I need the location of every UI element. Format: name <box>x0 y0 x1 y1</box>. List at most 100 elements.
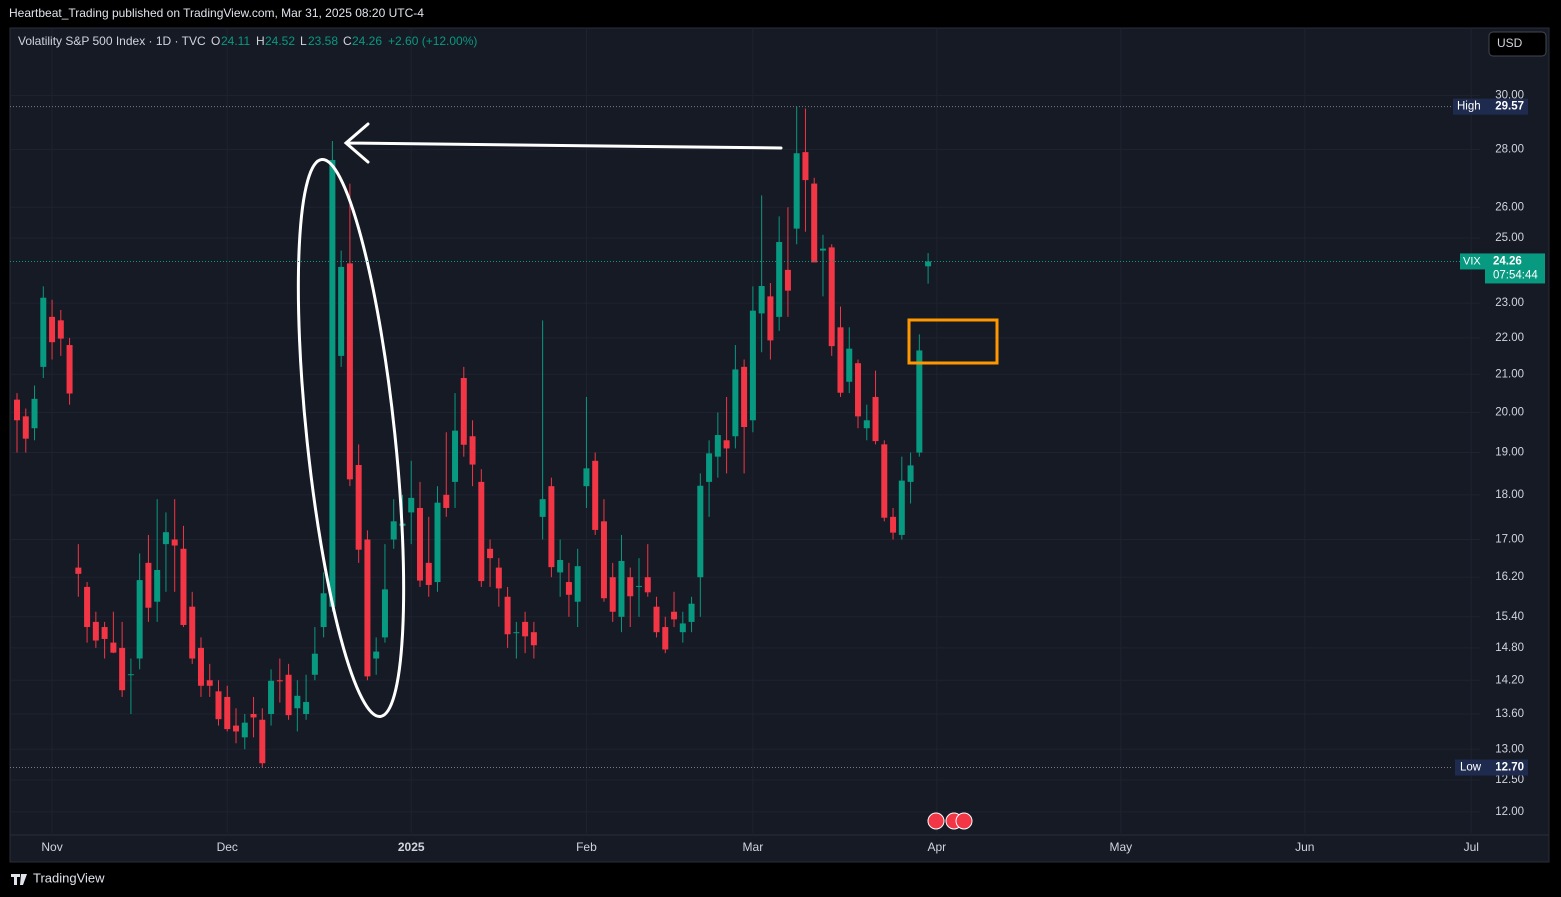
candle-body <box>136 580 143 659</box>
candle-body <box>557 560 564 573</box>
grid <box>10 28 1480 833</box>
legend-close: 24.26 <box>352 34 382 48</box>
candle-body <box>154 569 161 602</box>
candle-body <box>355 464 362 550</box>
candle-body <box>784 269 791 291</box>
candle-body <box>101 627 108 639</box>
y-tick-label: 13.60 <box>1495 708 1524 720</box>
candle-body <box>452 430 459 482</box>
y-tick-label: 20.00 <box>1495 406 1524 418</box>
symbol-label: VIX <box>1463 255 1481 267</box>
y-tick-label: 21.00 <box>1495 368 1524 380</box>
candle-body <box>390 521 397 540</box>
candle-body <box>758 285 765 314</box>
candle-body <box>706 453 713 482</box>
candle-body <box>75 567 82 574</box>
legend-c: C <box>343 34 352 48</box>
candle-body <box>416 507 423 581</box>
candle-body <box>49 316 56 343</box>
candle-body <box>749 310 756 421</box>
candle-body <box>767 296 774 341</box>
candle-body <box>329 160 336 607</box>
x-tick-label: 2025 <box>398 840 425 854</box>
candle-body <box>66 345 73 394</box>
event-icon <box>955 812 973 830</box>
candle-body <box>898 480 905 535</box>
candle-body <box>127 674 134 676</box>
legend-o: O <box>211 34 220 48</box>
candle-body <box>522 621 529 637</box>
candle-body <box>627 577 634 597</box>
legend-title: Volatility S&P 500 Index · 1D · TVC <box>18 34 206 48</box>
candle-body <box>364 539 371 677</box>
candles <box>14 106 932 768</box>
x-tick-label: Dec <box>217 840 238 854</box>
candle-body <box>583 468 590 487</box>
candle-body <box>338 266 345 356</box>
candle-body <box>679 623 686 633</box>
y-tick-label: 28.00 <box>1495 143 1524 155</box>
candle-body <box>215 691 222 720</box>
candle-body <box>592 460 599 530</box>
y-tick-label: 23.00 <box>1495 297 1524 309</box>
high-label: High <box>1457 101 1481 113</box>
y-tick-label: 25.00 <box>1495 232 1524 244</box>
y-tick-label: 18.00 <box>1495 489 1524 501</box>
ellipse-annotation <box>296 157 406 719</box>
candle-body <box>863 420 870 429</box>
candle-body <box>697 485 704 578</box>
y-tick-label: 17.00 <box>1495 534 1524 546</box>
candle-body <box>22 416 29 439</box>
candle-body <box>609 577 616 612</box>
candle-body <box>565 582 572 595</box>
y-tick-label: 15.40 <box>1495 611 1524 623</box>
candle-body <box>837 327 844 393</box>
currency-button[interactable] <box>1488 31 1547 57</box>
y-tick-label: 12.50 <box>1495 774 1524 786</box>
candle-body <box>714 435 721 457</box>
candle-body <box>408 497 415 513</box>
high-value: 29.57 <box>1495 101 1524 113</box>
high-label-box <box>1453 98 1528 115</box>
y-tick-label: 30.00 <box>1495 89 1524 101</box>
candle-body <box>732 369 739 437</box>
x-tick-label: May <box>1109 840 1132 854</box>
candle-body <box>171 539 178 546</box>
candle-body <box>381 589 388 638</box>
x-tick-label: Mar <box>743 840 764 854</box>
candle-body <box>618 560 625 617</box>
candle-body <box>600 521 607 599</box>
box-annotation <box>907 318 999 365</box>
candle-body <box>662 627 669 650</box>
candle-body <box>574 566 581 602</box>
y-tick-label: 12.00 <box>1495 806 1524 818</box>
y-tick-label: 16.20 <box>1495 571 1524 583</box>
candle-body <box>811 183 818 263</box>
publisher: Heartbeat_Trading published on TradingVi… <box>9 6 424 20</box>
event-icons <box>927 812 973 830</box>
candle-body <box>819 248 826 251</box>
candle-body <box>925 261 932 267</box>
candle-body <box>311 653 318 675</box>
candle-body <box>881 444 888 518</box>
candle-body <box>478 481 485 582</box>
candle-body <box>671 611 678 620</box>
candle-body <box>110 642 117 653</box>
candle-body <box>14 399 21 421</box>
currency[interactable]: USD <box>1497 36 1523 50</box>
candle-body <box>119 647 126 691</box>
candle-body <box>907 465 914 482</box>
y-tick-label: 14.80 <box>1495 642 1524 654</box>
symbol-box <box>1460 253 1485 270</box>
candle-body <box>688 603 695 622</box>
y-tick-label: 19.00 <box>1495 447 1524 459</box>
candle-body <box>233 725 240 732</box>
candle-body <box>487 548 494 559</box>
candle-body <box>180 548 187 625</box>
candle-body <box>346 263 353 480</box>
candle-body <box>162 532 169 545</box>
candle-body <box>916 350 923 453</box>
candle-body <box>425 562 432 585</box>
